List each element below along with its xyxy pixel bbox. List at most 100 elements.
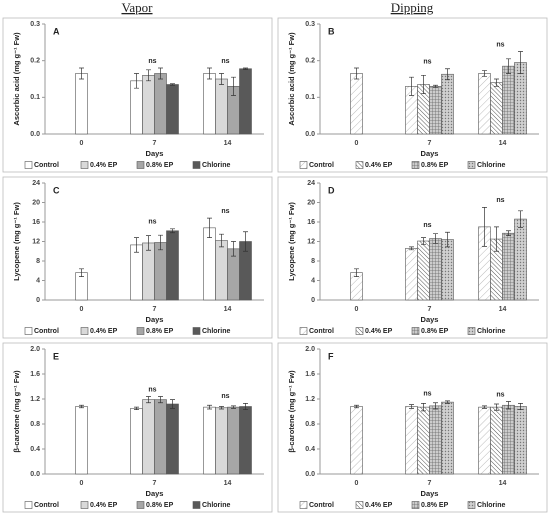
legend-label: 0.8% EP [421, 162, 449, 169]
y-tick-label: 8 [311, 258, 315, 265]
bar [227, 248, 240, 301]
legend-swatch [411, 327, 420, 335]
column-header: Vapor [121, 0, 153, 15]
legend-swatch [192, 161, 201, 169]
bar [417, 240, 430, 301]
error-bar [79, 67, 84, 80]
legend-swatch [467, 501, 476, 509]
bar [130, 244, 143, 301]
legend-label: 0.4% EP [365, 502, 393, 509]
x-axis-label: Days [421, 315, 439, 324]
bar [203, 73, 216, 135]
x-axis-label: Days [421, 149, 439, 158]
error-bar [518, 403, 523, 410]
x-tick-label: 14 [499, 480, 507, 487]
x-axis-label: Days [146, 315, 164, 324]
legend-swatch [136, 327, 145, 335]
error-bar [158, 67, 163, 80]
y-tick-label: 0.0 [30, 471, 40, 478]
panel-letter: E [53, 351, 59, 361]
error-bar [421, 74, 426, 95]
bar [514, 218, 527, 301]
bar [441, 401, 454, 475]
annotation: ns [423, 59, 431, 66]
legend-swatch [411, 501, 420, 509]
bar [429, 405, 442, 475]
panel-letter: A [53, 26, 60, 36]
y-axis-label: β-carotene (mg g⁻¹ Fw) [12, 370, 21, 453]
legend-swatch [467, 161, 476, 169]
y-tick-label: 0.8 [305, 421, 315, 428]
panel-border [277, 176, 548, 339]
legend-label: 0.4% EP [90, 328, 118, 335]
legend-swatch [355, 501, 364, 509]
error-bar [506, 230, 511, 236]
error-bar [518, 51, 523, 74]
y-tick-label: 4 [36, 277, 40, 284]
error-bar [146, 396, 151, 404]
bar [130, 80, 143, 135]
y-tick-label: 0.0 [30, 131, 40, 138]
error-bar [158, 396, 163, 404]
error-bar [433, 402, 438, 410]
error-bar [445, 231, 450, 248]
bar [478, 73, 491, 135]
error-bar [219, 233, 224, 248]
error-bar [219, 406, 224, 410]
error-bar [134, 73, 139, 89]
legend-label: Chlorine [477, 162, 505, 169]
error-bar [506, 401, 511, 410]
bar [154, 399, 167, 475]
y-tick-label: 0.2 [30, 58, 40, 65]
legend-label: Chlorine [202, 502, 230, 509]
panel-letter: F [328, 351, 334, 361]
legend-swatch [299, 327, 308, 335]
error-bar [219, 73, 224, 85]
error-bar [494, 226, 499, 252]
y-axis-label: β-carotene (mg g⁻¹ Fw) [287, 370, 296, 453]
y-tick-label: 24 [307, 180, 315, 187]
bar [429, 238, 442, 301]
legend-label: 0.4% EP [365, 328, 393, 335]
y-tick-label: 0.0 [305, 471, 315, 478]
error-bar [354, 404, 359, 409]
error-bar [79, 268, 84, 277]
bar [502, 65, 515, 135]
error-bar [243, 231, 248, 252]
x-tick-label: 0 [80, 306, 84, 313]
y-tick-label: 20 [307, 199, 315, 206]
error-bar [409, 76, 414, 96]
y-tick-label: 8 [36, 258, 40, 265]
y-tick-label: 20 [32, 199, 40, 206]
legend-label: Control [34, 162, 59, 169]
legend-swatch [467, 327, 476, 335]
y-tick-label: 0.1 [305, 94, 315, 101]
y-tick-label: 2.0 [305, 346, 315, 353]
legend-swatch [411, 161, 420, 169]
bar [490, 406, 503, 475]
y-tick-label: 0.4 [305, 446, 315, 453]
legend-swatch [80, 161, 89, 169]
legend-label: 0.8% EP [146, 328, 174, 335]
bar [203, 227, 216, 301]
x-tick-label: 0 [80, 140, 84, 147]
x-tick-label: 7 [428, 480, 432, 487]
error-bar [482, 207, 487, 247]
legend-label: 0.8% EP [421, 328, 449, 335]
annotation: ns [423, 222, 431, 229]
bar [441, 73, 454, 135]
error-bar [170, 228, 175, 234]
error-bar [433, 233, 438, 244]
legend-label: Chlorine [477, 502, 505, 509]
legend-label: Control [309, 328, 334, 335]
legend-label: 0.4% EP [365, 162, 393, 169]
legend-swatch [299, 501, 308, 509]
error-bar [421, 403, 426, 412]
error-bar [134, 406, 139, 410]
error-bar [231, 241, 236, 257]
error-bar [146, 235, 151, 251]
error-bar [170, 399, 175, 409]
panel-letter: D [328, 185, 335, 195]
y-tick-label: 1.2 [30, 396, 40, 403]
